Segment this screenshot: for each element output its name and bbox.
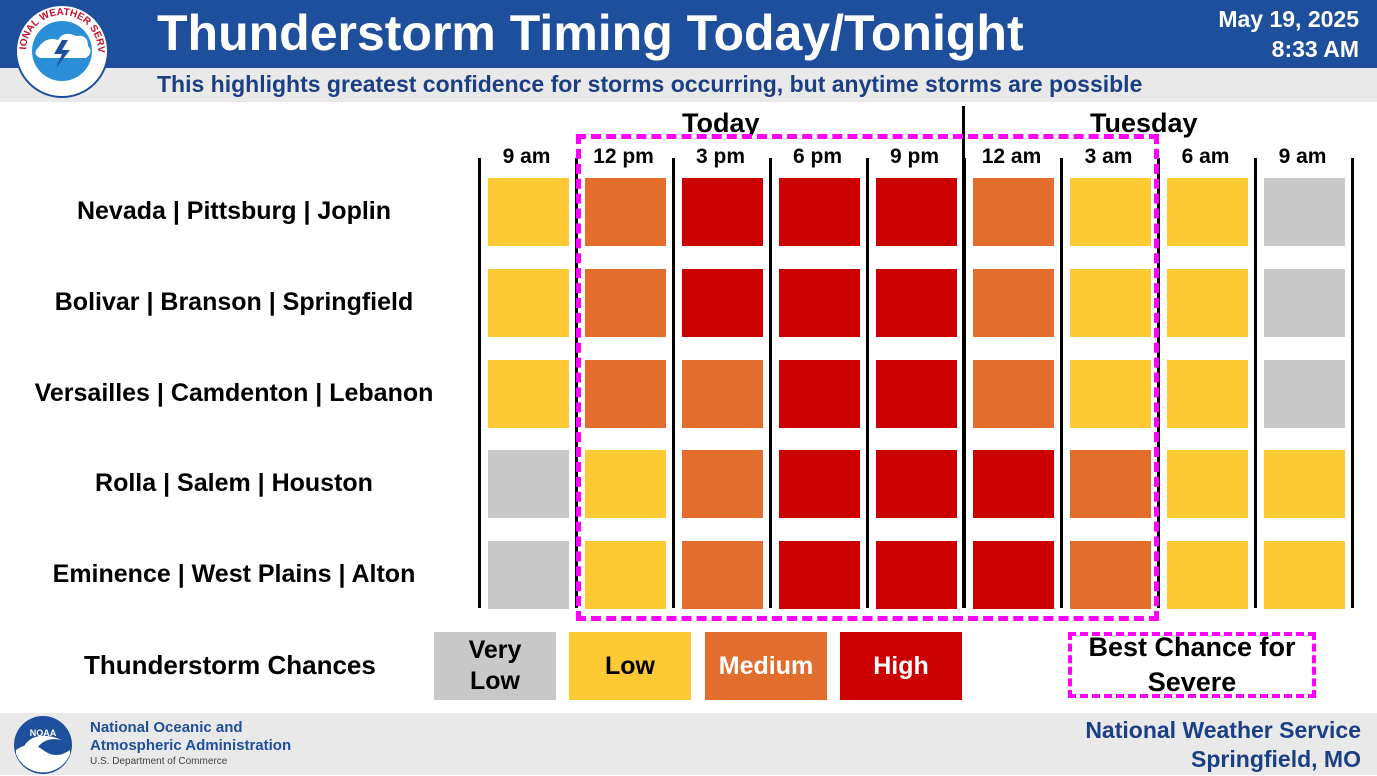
chance-cell-high bbox=[973, 450, 1054, 519]
chance-cell-high bbox=[876, 178, 957, 246]
chance-cell-low bbox=[1167, 178, 1248, 246]
chance-cell-low bbox=[1264, 541, 1345, 609]
chance-cell-medium bbox=[1070, 450, 1151, 519]
time-label: 6 pm bbox=[792, 145, 842, 168]
grid-line bbox=[1351, 158, 1354, 608]
day-label-today: Today bbox=[682, 108, 760, 138]
grid-line bbox=[478, 158, 481, 608]
footer-bar bbox=[0, 713, 1377, 775]
noaa-name-line2: Atmospheric Administration bbox=[90, 737, 292, 754]
time-label: 12 am bbox=[981, 145, 1042, 168]
chance-cell-medium bbox=[1070, 541, 1151, 609]
legend-best-chance-severe: Best Chance for Severe bbox=[1068, 632, 1316, 698]
legend-very-low: Very Low bbox=[434, 632, 556, 700]
chance-cell-medium bbox=[585, 359, 666, 428]
chance-cell-very-low bbox=[1264, 178, 1345, 246]
chance-cell-medium bbox=[585, 178, 666, 246]
row-label: Nevada | Pittsburg | Joplin bbox=[76, 197, 392, 225]
time-label: 6 am bbox=[1181, 145, 1230, 168]
chance-cell-medium bbox=[973, 268, 1054, 337]
chance-cell-low bbox=[585, 541, 666, 609]
grid-line bbox=[866, 158, 869, 608]
legend-medium: Medium bbox=[705, 632, 827, 700]
chance-cell-low bbox=[1167, 450, 1248, 519]
chance-cell-medium bbox=[682, 359, 763, 428]
grid-line bbox=[1060, 158, 1063, 608]
page-subtitle: This highlights greatest confidence for … bbox=[157, 71, 1143, 97]
time-label: 9 am bbox=[1278, 145, 1327, 168]
noaa-department: U.S. Department of Commerce bbox=[90, 756, 228, 767]
chance-cell-low bbox=[1167, 359, 1248, 428]
chance-cell-low bbox=[1167, 268, 1248, 337]
chance-cell-very-low bbox=[488, 541, 569, 609]
chance-cell-low bbox=[488, 359, 569, 428]
issue-datetime: May 19, 2025 8:33 AM bbox=[1218, 4, 1359, 64]
chance-cell-high bbox=[973, 541, 1054, 609]
chance-cell-medium bbox=[973, 359, 1054, 428]
chance-cell-low bbox=[1070, 359, 1151, 428]
svg-text:NOAA: NOAA bbox=[30, 728, 57, 738]
chance-cell-low bbox=[488, 268, 569, 337]
chance-cell-high bbox=[876, 359, 957, 428]
chance-cell-very-low bbox=[1264, 359, 1345, 428]
row-label: Bolivar | Branson | Springfield bbox=[54, 287, 414, 316]
chance-cell-medium bbox=[973, 178, 1054, 246]
noaa-logo-icon: NOAA bbox=[14, 716, 72, 774]
best-chance-window bbox=[576, 134, 1159, 621]
chance-cell-high bbox=[779, 450, 860, 519]
issue-date: May 19, 2025 bbox=[1218, 6, 1359, 32]
chance-cell-high bbox=[682, 268, 763, 337]
time-label: 3 am bbox=[1084, 145, 1133, 168]
row-label: Versailles | Camdenton | Lebanon bbox=[34, 378, 434, 407]
row-label: Eminence | West Plains | Alton bbox=[52, 560, 416, 588]
subtitle-bar bbox=[0, 68, 1377, 102]
grid-line bbox=[1254, 158, 1257, 608]
nws-logo-icon: NATIONAL WEATHER SERVICE bbox=[10, 2, 109, 98]
chance-cell-high bbox=[779, 178, 860, 246]
chance-cell-high bbox=[779, 359, 860, 428]
time-label: 9 am bbox=[502, 145, 551, 168]
office-line1: National Weather Service bbox=[1085, 717, 1361, 743]
chance-cell-low bbox=[488, 178, 569, 246]
day-label-tuesday: Tuesday bbox=[1090, 108, 1198, 138]
chance-cell-high bbox=[876, 541, 957, 609]
chance-cell-low bbox=[1070, 178, 1151, 246]
legend-low: Low bbox=[569, 632, 691, 700]
noaa-name: National Oceanic and Atmospheric Adminis… bbox=[90, 719, 291, 755]
header-bar bbox=[0, 0, 1377, 68]
time-label: 9 pm bbox=[889, 145, 939, 168]
chance-cell-very-low bbox=[1264, 268, 1345, 337]
chance-cell-high bbox=[779, 541, 860, 609]
page-title: Thunderstorm Timing Today/Tonight bbox=[157, 5, 1024, 61]
chance-cell-medium bbox=[682, 541, 763, 609]
issue-time: 8:33 AM bbox=[1271, 36, 1359, 62]
chance-cell-high bbox=[779, 268, 860, 337]
time-label: 3 pm bbox=[695, 145, 745, 168]
grid-line bbox=[769, 158, 772, 608]
chance-cell-high bbox=[682, 178, 763, 246]
time-label: 12 pm bbox=[593, 145, 654, 168]
chance-cell-low bbox=[1167, 541, 1248, 609]
legend-high: High bbox=[840, 632, 962, 700]
chance-cell-low bbox=[585, 450, 666, 519]
chance-cell-low bbox=[1070, 268, 1151, 337]
chance-cell-medium bbox=[682, 450, 763, 519]
row-label: Rolla | Salem | Houston bbox=[95, 469, 373, 498]
chance-cell-medium bbox=[585, 268, 666, 337]
legend-title: Thunderstorm Chances bbox=[84, 650, 376, 680]
grid-line bbox=[672, 158, 675, 608]
chance-cell-high bbox=[876, 268, 957, 337]
office-line2: Springfield, MO bbox=[1191, 746, 1361, 772]
grid-line bbox=[963, 158, 966, 608]
office-name: National Weather Service Springfield, MO bbox=[1085, 716, 1361, 774]
chance-cell-very-low bbox=[488, 450, 569, 519]
chance-cell-high bbox=[876, 450, 957, 519]
chance-cell-low bbox=[1264, 450, 1345, 519]
noaa-name-line1: National Oceanic and bbox=[90, 719, 243, 736]
